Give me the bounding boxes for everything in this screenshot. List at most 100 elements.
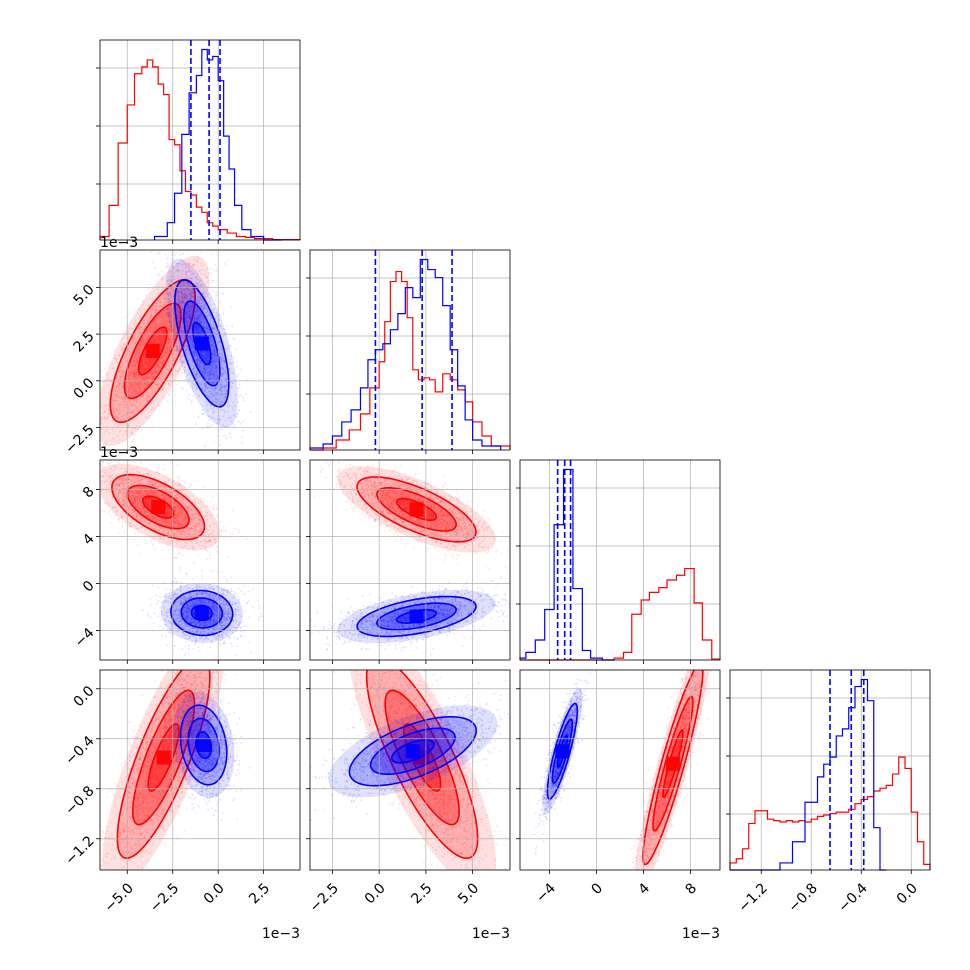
scatter-point-red bbox=[223, 526, 225, 529]
scatter-point-red bbox=[120, 403, 123, 406]
scatter-point-red bbox=[159, 342, 162, 345]
scatter-point-red bbox=[164, 486, 167, 489]
scatter-point-red bbox=[159, 300, 162, 303]
scatter-point-red bbox=[131, 410, 133, 413]
scatter-point-red bbox=[163, 334, 166, 337]
scatter-point-blue bbox=[192, 310, 195, 313]
scatter-point-red bbox=[209, 272, 212, 275]
scatter-point-red bbox=[188, 243, 190, 245]
scatter-point-red bbox=[154, 267, 156, 269]
scatter-point-blue bbox=[205, 326, 208, 329]
scatter-point-red bbox=[156, 280, 158, 283]
scatter-point-blue bbox=[169, 345, 172, 348]
scatter-point-blue bbox=[224, 384, 226, 387]
scatter-point-blue bbox=[170, 279, 173, 282]
scatter-point-red bbox=[194, 514, 196, 517]
scatter-point-red bbox=[88, 403, 90, 405]
scatter-point-blue bbox=[196, 317, 198, 319]
scatter-point-blue bbox=[192, 315, 195, 318]
scatter-point-red bbox=[206, 295, 209, 297]
scatter-point-blue bbox=[204, 376, 206, 379]
scatter-point-red bbox=[124, 468, 127, 470]
scatter-point-red bbox=[135, 358, 138, 361]
scatter-point-red bbox=[115, 399, 118, 402]
scatter-point-red bbox=[156, 364, 159, 367]
scatter-point-red bbox=[169, 319, 172, 322]
scatter-point-red bbox=[112, 398, 115, 401]
scatter-point-blue bbox=[195, 307, 198, 310]
scatter-point-blue bbox=[215, 314, 218, 317]
scatter-point-blue bbox=[215, 360, 218, 363]
scatter-point-red bbox=[142, 342, 144, 345]
scatter-point-blue bbox=[205, 394, 208, 397]
scatter-point-blue bbox=[161, 348, 164, 351]
scatter-point-blue bbox=[209, 304, 212, 306]
scatter-point-red bbox=[154, 326, 157, 329]
x-tick-label: 0.0 bbox=[894, 880, 921, 907]
scatter-point-red bbox=[178, 367, 181, 370]
scatter-point-blue bbox=[192, 340, 195, 343]
scatter-point-red bbox=[159, 342, 161, 345]
scatter-point-blue bbox=[189, 335, 192, 338]
scatter-point-red bbox=[189, 337, 192, 340]
scatter-point-red bbox=[105, 417, 108, 420]
scatter-point-red bbox=[154, 367, 157, 370]
scatter-point-red bbox=[134, 353, 137, 356]
scatter-point-blue bbox=[215, 364, 218, 367]
scatter-point-red bbox=[187, 495, 190, 498]
scatter-point-red bbox=[176, 347, 178, 350]
scatter-point-blue bbox=[191, 381, 194, 384]
scatter-point-red bbox=[150, 401, 152, 404]
scatter-point-red bbox=[118, 500, 120, 503]
scatter-point-red bbox=[178, 369, 181, 372]
scatter-point-blue bbox=[221, 360, 224, 362]
scatter-point-red bbox=[136, 502, 138, 505]
scatter-point-blue bbox=[212, 376, 215, 379]
scatter-point-red bbox=[187, 285, 190, 288]
scatter-point-red bbox=[113, 410, 116, 413]
scatter-point-blue bbox=[185, 271, 188, 274]
scatter-point-red bbox=[177, 289, 179, 292]
scatter-point-blue bbox=[186, 270, 189, 273]
scatter-point-red bbox=[148, 283, 151, 286]
scatter-point-red bbox=[220, 571, 223, 573]
scatter-point-blue bbox=[221, 357, 224, 360]
scatter-point-red bbox=[193, 202, 195, 204]
scatter-point-blue bbox=[206, 359, 209, 362]
scatter-point-blue bbox=[189, 323, 192, 325]
scatter-point-red bbox=[161, 389, 163, 391]
scatter-point-red bbox=[164, 330, 167, 332]
scatter-point-red bbox=[148, 417, 151, 419]
scatter-point-red bbox=[206, 505, 209, 508]
scatter-point-red bbox=[161, 294, 164, 297]
scatter-point-red bbox=[134, 363, 137, 366]
scatter-point-red bbox=[175, 383, 178, 386]
scatter-point-blue bbox=[210, 361, 213, 364]
scatter-point-red bbox=[154, 318, 156, 321]
scatter-point-blue bbox=[224, 385, 227, 388]
scatter-point-red bbox=[134, 355, 137, 358]
scatter-point-blue bbox=[195, 374, 198, 377]
scatter-point-blue bbox=[212, 349, 215, 351]
scatter-point-red bbox=[140, 413, 143, 416]
scatter-point-red bbox=[162, 304, 165, 307]
scatter-point-blue bbox=[221, 385, 224, 388]
scatter-point-red bbox=[189, 518, 192, 521]
scatter-point-red bbox=[183, 518, 185, 521]
scatter-point-red bbox=[158, 330, 161, 333]
scatter-point-red bbox=[168, 342, 170, 345]
scatter-point-blue bbox=[205, 292, 208, 295]
scatter-point-blue bbox=[193, 317, 196, 320]
scatter-point-red bbox=[147, 336, 150, 339]
scatter-point-blue bbox=[239, 422, 242, 425]
scatter-point-blue bbox=[223, 360, 226, 363]
scatter-point-blue bbox=[195, 385, 197, 388]
scatter-point-blue bbox=[213, 350, 216, 352]
scatter-point-blue bbox=[222, 372, 224, 375]
scatter-point-blue bbox=[203, 389, 206, 392]
scatter-point-red bbox=[168, 512, 171, 514]
scatter-point-red bbox=[109, 475, 112, 478]
scatter-point-blue bbox=[189, 298, 192, 301]
scatter-point-red bbox=[161, 337, 163, 340]
scatter-point-blue bbox=[209, 404, 212, 406]
